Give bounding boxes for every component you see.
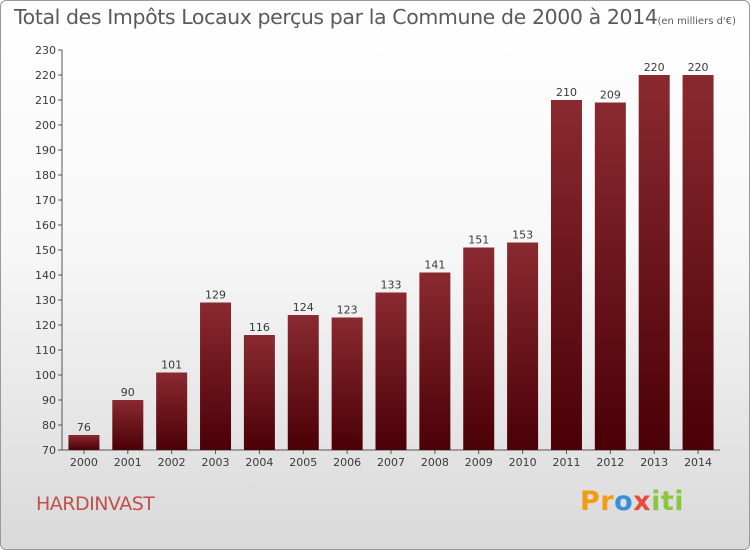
x-tick-label-2005: 2005 [289, 456, 317, 469]
bar-2009 [463, 247, 495, 450]
y-tick-label: 150 [35, 244, 56, 257]
bar-2007 [375, 292, 407, 450]
axes: 7080901001101201301401501601701801902002… [35, 44, 720, 469]
proxiti-logo[interactable]: Proxiti [580, 486, 684, 517]
value-label-2011: 210 [556, 86, 577, 99]
x-tick-label-2001: 2001 [114, 456, 142, 469]
y-tick-label: 190 [35, 144, 56, 157]
y-tick-label: 160 [35, 219, 56, 232]
logo-part-x: x [633, 486, 652, 517]
value-label-2014: 220 [688, 61, 709, 74]
x-tick-label-2014: 2014 [684, 456, 712, 469]
y-tick-label: 80 [42, 419, 56, 432]
y-tick-label: 230 [35, 44, 56, 57]
y-tick-label: 90 [42, 394, 56, 407]
y-tick-label: 70 [42, 444, 56, 457]
bar-2014 [682, 75, 714, 450]
bar-2005 [287, 315, 319, 450]
value-label-2004: 116 [249, 321, 270, 334]
value-label-2007: 133 [381, 279, 402, 292]
bar-2002 [156, 372, 188, 450]
x-tick-label-2000: 2000 [70, 456, 98, 469]
y-tick-label: 210 [35, 94, 56, 107]
y-tick-label: 140 [35, 269, 56, 282]
x-tick-label-2008: 2008 [421, 456, 449, 469]
bar-2006 [331, 317, 363, 450]
value-label-2008: 141 [424, 259, 445, 272]
y-tick-label: 100 [35, 369, 56, 382]
logo-part-iti: iti [651, 486, 685, 517]
bars [68, 75, 714, 450]
x-tick-label-2007: 2007 [377, 456, 405, 469]
y-tick-label: 170 [35, 194, 56, 207]
x-tick-label-2003: 2003 [202, 456, 230, 469]
bar-2004 [243, 335, 275, 450]
value-label-2013: 220 [644, 61, 665, 74]
bar-2000 [68, 435, 100, 450]
x-tick-label-2011: 2011 [552, 456, 580, 469]
value-label-2000: 76 [77, 421, 91, 434]
x-tick-label-2009: 2009 [465, 456, 493, 469]
y-tick-label: 130 [35, 294, 56, 307]
chart-title: Total des Impôts Locaux perçus par la Co… [14, 5, 658, 29]
bar-2003 [200, 302, 232, 450]
value-label-2005: 124 [293, 301, 314, 314]
bar-2001 [112, 400, 144, 450]
y-tick-label: 220 [35, 69, 56, 82]
data-labels: 76 90 101 129 116 124 123 133 141 151 153 210 209 220… [77, 61, 709, 434]
x-tick-label-2012: 2012 [596, 456, 624, 469]
logo-part-pr: Pr [580, 486, 615, 517]
chart-subtitle: (en milliers d'€) [657, 16, 736, 27]
y-tick-label: 120 [35, 319, 56, 332]
x-tick-label-2002: 2002 [158, 456, 186, 469]
value-label-2009: 151 [468, 234, 489, 247]
x-tick-label-2006: 2006 [333, 456, 361, 469]
value-label-2001: 90 [121, 386, 135, 399]
value-label-2010: 153 [512, 229, 533, 242]
y-tick-label: 200 [35, 119, 56, 132]
y-tick-label: 110 [35, 344, 56, 357]
x-tick-label-2010: 2010 [509, 456, 537, 469]
bar-2011 [550, 100, 582, 450]
value-label-2002: 101 [161, 359, 182, 372]
bar-2013 [638, 75, 670, 450]
bar-2012 [594, 102, 626, 450]
value-label-2006: 123 [337, 304, 358, 317]
commune-name: HARDINVAST [36, 493, 155, 515]
y-tick-label: 180 [35, 169, 56, 182]
logo-part-o: o [614, 486, 634, 517]
value-label-2003: 129 [205, 289, 226, 302]
bar-2008 [419, 272, 451, 450]
value-label-2012: 209 [600, 89, 621, 102]
x-tick-label-2004: 2004 [245, 456, 273, 469]
bar-2010 [507, 242, 539, 450]
x-tick-label-2013: 2013 [640, 456, 668, 469]
chart-title-block: Total des Impôts Locaux perçus par la Co… [0, 5, 750, 29]
